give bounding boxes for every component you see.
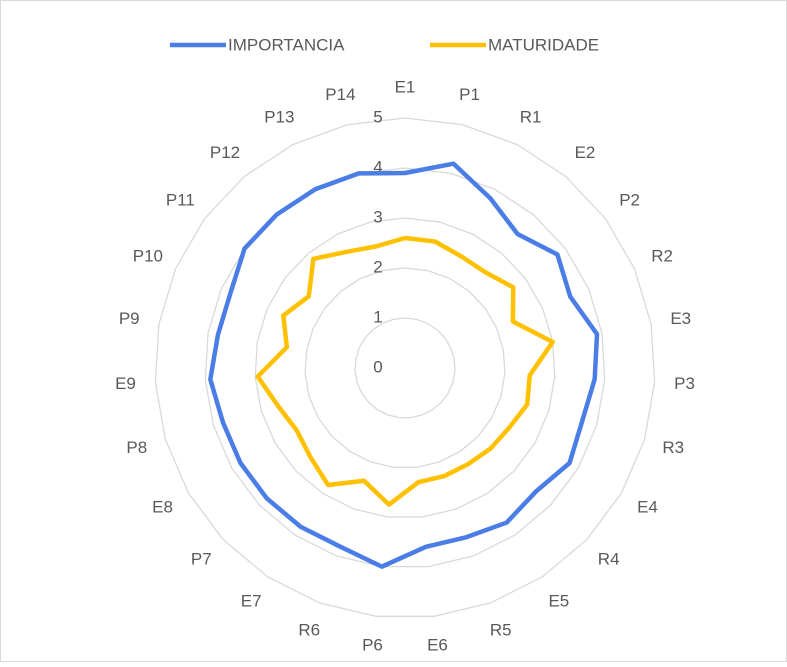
r-tick-label: 1 — [373, 307, 382, 326]
grid-ring — [154, 117, 656, 617]
category-label: P2 — [619, 190, 640, 209]
r-tick-label: 0 — [373, 357, 382, 376]
category-label: P13 — [264, 107, 294, 126]
r-tick-label: 3 — [373, 207, 382, 226]
grid-ring — [354, 317, 456, 419]
category-label: P8 — [126, 438, 147, 457]
category-label: E1 — [395, 77, 416, 96]
category-label: E5 — [548, 591, 569, 610]
r-tick-label: 4 — [373, 157, 382, 176]
category-label: E7 — [241, 591, 262, 610]
series-line — [255, 235, 555, 507]
category-label: E3 — [670, 309, 691, 328]
category-label: R3 — [662, 438, 684, 457]
grid-ring — [204, 167, 606, 568]
category-label: R1 — [520, 107, 542, 126]
category-label: E6 — [427, 636, 448, 655]
category-label: P1 — [459, 85, 480, 104]
grid-ring — [304, 267, 506, 468]
category-label: P14 — [325, 85, 355, 104]
category-label: R5 — [490, 621, 512, 640]
category-label: R4 — [598, 550, 620, 569]
category-label: P6 — [362, 636, 383, 655]
category-label: P11 — [166, 190, 195, 209]
category-label: E4 — [637, 497, 658, 516]
category-label: P12 — [210, 143, 240, 162]
category-label: P7 — [191, 550, 212, 569]
category-label: R2 — [651, 247, 673, 266]
r-tick-label: 5 — [373, 107, 382, 126]
category-label: P3 — [674, 374, 695, 393]
legend-label: IMPORTANCIA — [228, 35, 345, 54]
category-label: P9 — [119, 309, 140, 328]
category-label: E2 — [575, 143, 596, 162]
series-line — [208, 161, 600, 569]
grid-ring — [254, 217, 556, 518]
r-tick-label: 2 — [373, 257, 382, 276]
legend-label: MATURIDADE — [488, 35, 599, 54]
category-label: P10 — [133, 247, 163, 266]
category-label: E9 — [115, 374, 136, 393]
category-label: R6 — [298, 621, 320, 640]
category-label: E8 — [152, 497, 173, 516]
